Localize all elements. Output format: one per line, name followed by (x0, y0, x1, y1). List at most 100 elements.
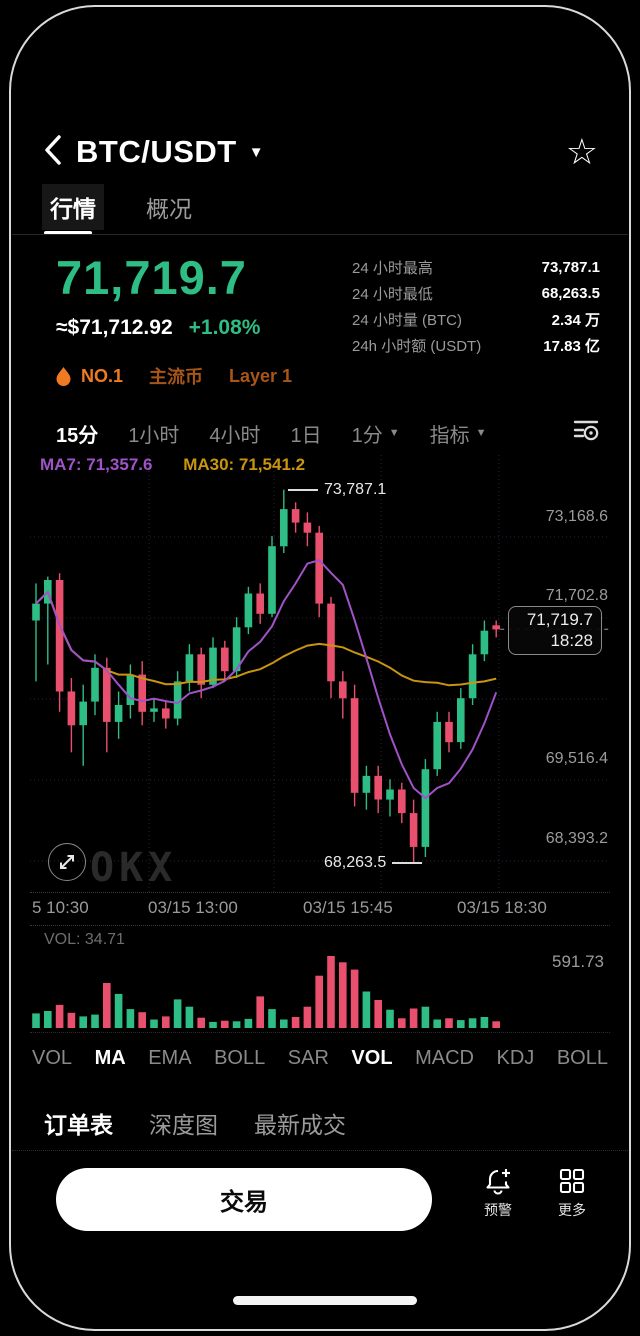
favorite-star-icon[interactable]: ☆ (565, 131, 598, 172)
chevron-down-icon: ▼ (248, 143, 264, 161)
back-button[interactable] (42, 132, 76, 173)
tab-order-book[interactable]: 订单表 (44, 1112, 113, 1138)
low-annotation: 68,263.5 (324, 854, 423, 872)
ma30-label: MA30: 71,541.2 (183, 455, 306, 474)
indicator-sar[interactable]: SAR (287, 1046, 329, 1069)
current-price-time: 18:28 (550, 631, 593, 650)
timeframe-1h-label: 1小时 (128, 424, 180, 447)
stat-label: 24 小时最高 (352, 259, 433, 277)
annotation-line (288, 489, 318, 491)
stat-row: 24 小时最低 68,263.5 (352, 280, 600, 306)
x-axis-label: 03/15 13:00 (148, 898, 238, 917)
divider (12, 1150, 628, 1151)
indicator-ema[interactable]: EMA (148, 1046, 192, 1069)
stats-panel: 24 小时最高 73,787.1 24 小时最低 68,263.5 24 小时量 (BT… (352, 254, 600, 358)
tab-latest-trades[interactable]: 最新成交 (254, 1112, 346, 1138)
indicator-kdj[interactable]: KDJ (496, 1046, 535, 1069)
timeframe-15m[interactable]: 15分 (56, 419, 98, 448)
x-axis: 5 10:30 03/15 13:00 03/15 15:45 03/15 18… (30, 896, 610, 924)
indicator-menu-label: 指标 (429, 424, 470, 447)
chart-settings-button[interactable] (572, 417, 600, 449)
ma-legend: MA7: 71,357.6 MA30: 71,541.2 (40, 455, 305, 475)
volume-pane[interactable]: VOL: 34.71 591.73 (30, 925, 610, 1033)
timeframe-1d[interactable]: 1日 (291, 419, 322, 448)
trade-button[interactable]: 交易 (56, 1168, 432, 1231)
timeframe-1h[interactable]: 1小时 (128, 419, 179, 448)
volume-canvas (32, 956, 500, 1028)
bottom-tabs: 订单表 深度图 最新成交 (44, 1106, 346, 1140)
divider (12, 234, 628, 235)
timeframe-more-label: 1分 (351, 424, 383, 447)
stat-row: 24h 小时额 (USDT) 17.83 亿 (352, 332, 600, 358)
high-annotation-value: 73,787.1 (324, 481, 387, 498)
indicator-ma[interactable]: MA (94, 1046, 126, 1069)
high-annotation: 73,787.1 (288, 481, 386, 499)
page-title: BTC/USDT (76, 134, 237, 169)
stat-value: 73,787.1 (541, 258, 600, 276)
more-button[interactable]: 更多 (540, 1166, 604, 1220)
tab-overview[interactable]: 概况 (146, 196, 192, 222)
stat-label: 24h 小时额 (USDT) (352, 337, 482, 355)
annotation-line (392, 862, 423, 864)
x-axis-label: 03/15 18:30 (457, 898, 547, 917)
market-tabs: 行情 概况 (42, 184, 200, 230)
last-price: 71,719.7 (56, 251, 247, 304)
volume-max-label: 591.73 (552, 952, 604, 971)
indicator-boll[interactable]: BOLL (214, 1046, 266, 1069)
grid-icon (559, 1168, 585, 1194)
alert-label: 预警 (484, 1202, 512, 1218)
y-axis-label: 71,702.8 (545, 587, 608, 604)
timeframe-4h-label: 4小时 (209, 424, 261, 447)
active-tab-underline (44, 231, 92, 235)
tab-quotes[interactable]: 行情 (42, 184, 104, 230)
tab-depth-chart[interactable]: 深度图 (149, 1112, 218, 1138)
fullscreen-button[interactable] (48, 843, 86, 881)
stat-label: 24 小时量 (BTC) (352, 311, 463, 329)
flame-icon (56, 366, 71, 386)
badge-layer1: Layer 1 (229, 365, 293, 386)
y-axis-label: 68,393.2 (545, 830, 608, 847)
back-chevron-icon (45, 134, 61, 165)
timeframe-4h[interactable]: 4小时 (209, 419, 260, 448)
price-subline: ≈$71,712.92 +1.08% (56, 316, 260, 340)
indicator-boll-sub[interactable]: BOLL (556, 1046, 608, 1069)
usd-price: ≈$71,712.92 (56, 316, 173, 339)
alert-button[interactable]: 预警 (466, 1166, 530, 1220)
volume-label: VOL: 34.71 (44, 931, 125, 948)
timeframe-bar: 15分 1小时 4小时 1日 1分 ▼ 指标 ▼ (56, 417, 600, 449)
home-indicator[interactable] (233, 1296, 417, 1305)
stat-value: 68,263.5 (541, 284, 600, 302)
okx-watermark: OKX (90, 845, 178, 891)
current-price-value: 71,719.7 (526, 610, 593, 629)
timeframe-1d-label: 1日 (290, 424, 322, 447)
x-axis-label: 03/15 15:45 (303, 898, 393, 917)
candles-canvas (30, 455, 610, 893)
current-price-tag: 71,719.7 18:28 (508, 606, 602, 655)
x-axis-label: 5 10:30 (32, 898, 89, 917)
bell-plus-icon (486, 1169, 510, 1195)
more-label: 更多 (558, 1202, 586, 1218)
price-change: +1.08% (188, 316, 261, 339)
indicator-vol-main[interactable]: VOL (32, 1046, 73, 1069)
header: BTC/USDT ▼ ☆ (42, 130, 598, 174)
stat-value: 2.34 万 (551, 311, 600, 329)
indicator-settings-icon (573, 420, 599, 441)
ma7-label: MA7: 71,357.6 (40, 455, 153, 474)
y-axis-label: 73,168.6 (545, 508, 608, 525)
chevron-down-icon: ▼ (475, 427, 487, 439)
stat-value: 17.83 亿 (543, 337, 600, 355)
low-annotation-value: 68,263.5 (324, 854, 387, 871)
stat-row: 24 小时量 (BTC) 2.34 万 (352, 306, 600, 332)
indicator-macd[interactable]: MACD (415, 1046, 474, 1069)
indicator-vol-sub[interactable]: VOL (351, 1046, 393, 1069)
indicator-menu[interactable]: 指标 ▼ (430, 419, 487, 448)
candlestick-chart[interactable]: MA7: 71,357.6 MA30: 71,541.2 73,168.6 71… (30, 455, 610, 893)
timeframe-more[interactable]: 1分 ▼ (352, 419, 400, 448)
timeframe-15m-label: 15分 (56, 424, 99, 447)
y-axis-label: 69,516.4 (545, 750, 608, 767)
badges-row: NO.1 主流币 Layer 1 (56, 363, 292, 389)
chevron-down-icon: ▼ (388, 427, 400, 439)
pair-selector[interactable]: BTC/USDT ▼ (76, 134, 264, 170)
expand-arrows-icon (60, 855, 74, 869)
